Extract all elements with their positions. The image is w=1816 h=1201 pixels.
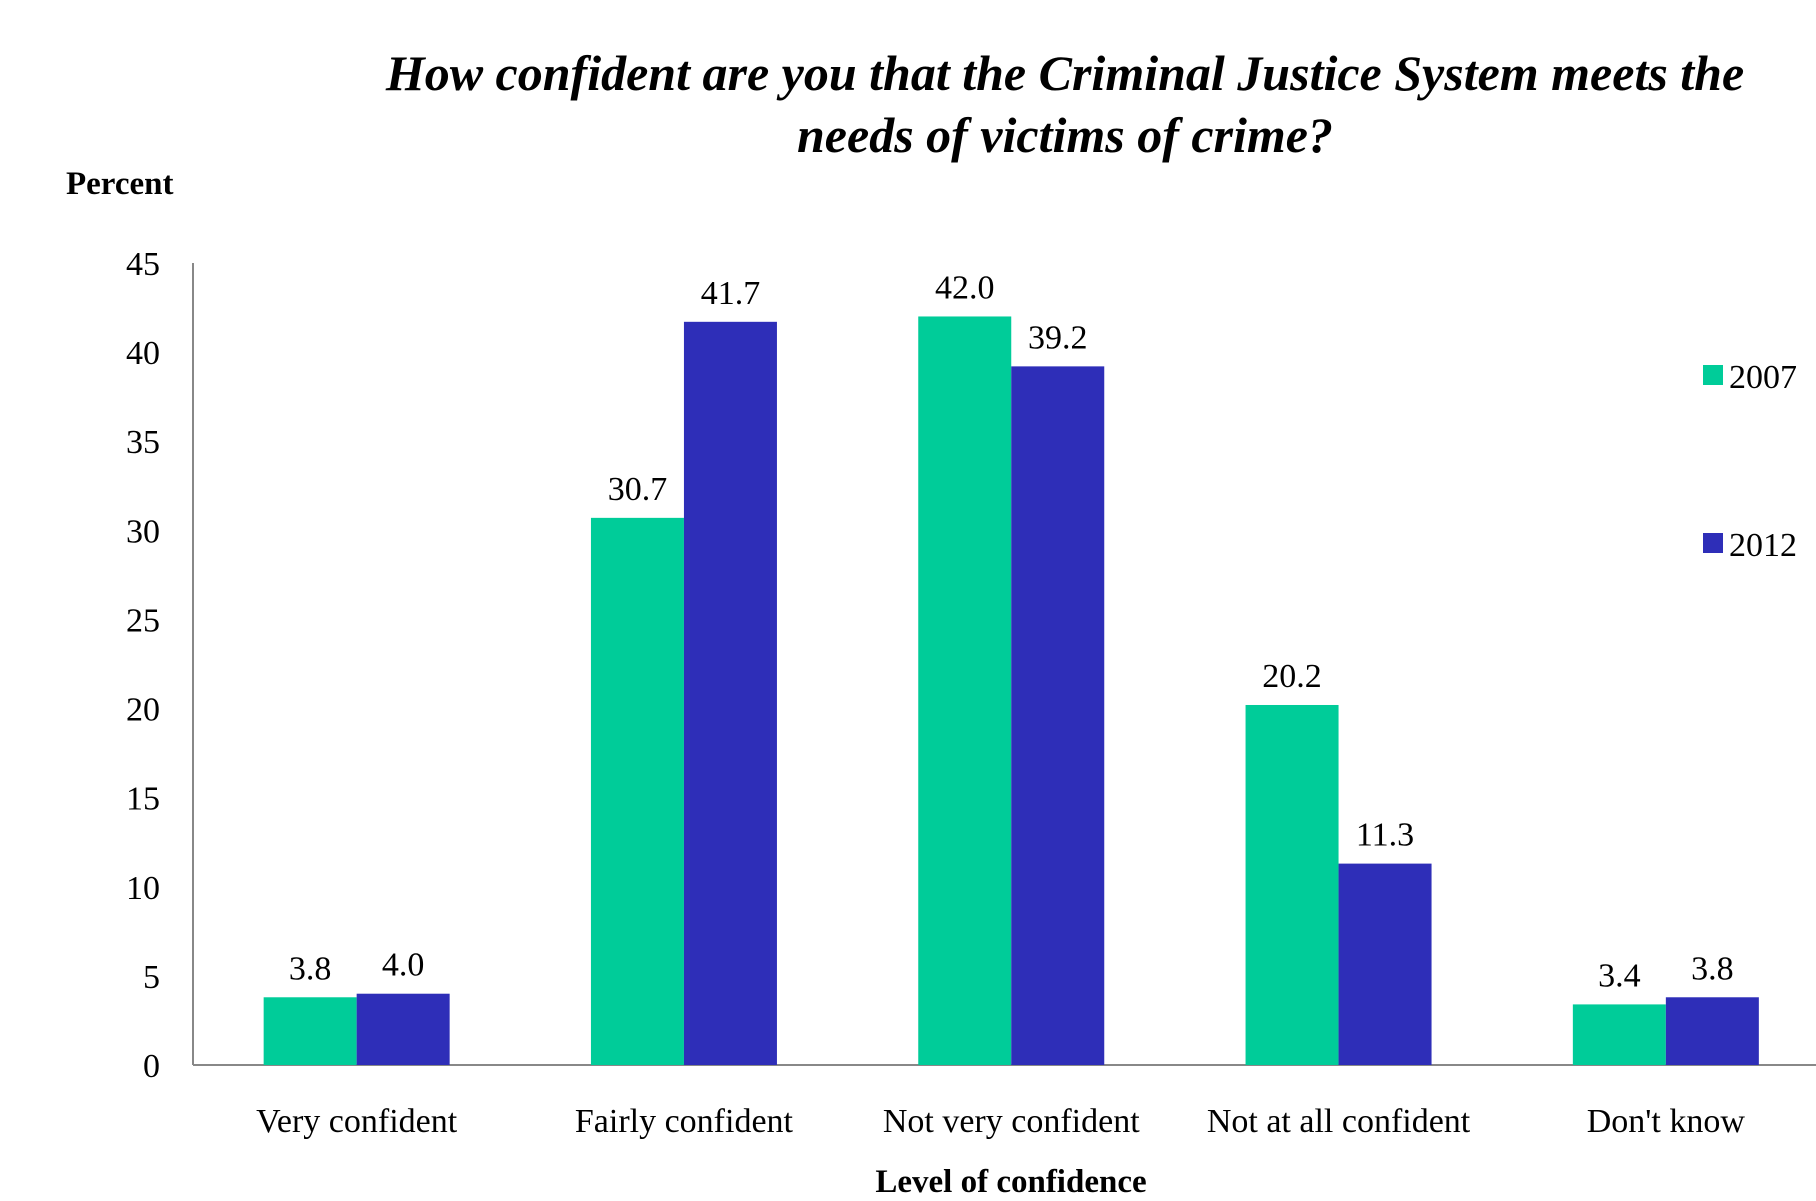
legend-swatch	[1703, 365, 1723, 385]
data-label: 42.0	[935, 269, 995, 306]
bar-2007-0	[263, 997, 357, 1065]
data-label: 3.4	[1598, 957, 1641, 994]
x-category-label: Very confident	[256, 1103, 458, 1140]
y-tick-label: 45	[126, 246, 160, 283]
x-category-label: Not at all confident	[1207, 1103, 1471, 1140]
data-label: 3.8	[1691, 950, 1734, 987]
bar-2007-4	[1572, 1004, 1666, 1065]
y-tick-label: 15	[126, 781, 160, 818]
bar-2012-3	[1338, 863, 1432, 1065]
plot-area: 0 5 10 15 20 25 30 35 40 45 Very confident Fairly c…	[126, 246, 1816, 1140]
data-label: 11.3	[1356, 817, 1414, 854]
bar-2007-1	[590, 517, 684, 1065]
y-tick-label: 10	[126, 870, 160, 907]
data-label: 4.0	[382, 947, 425, 984]
data-label: 3.8	[289, 950, 332, 987]
data-label: 30.7	[608, 471, 668, 508]
y-tick-label: 35	[126, 424, 160, 461]
chart-title-line-2: needs of victims of crime?	[797, 107, 1333, 163]
legend-swatch	[1703, 533, 1723, 553]
x-category-label: Not very confident	[883, 1103, 1140, 1140]
x-category-label: Don't know	[1587, 1103, 1746, 1140]
data-label: 39.2	[1028, 319, 1088, 356]
x-axis-title: Level of confidence	[875, 1164, 1146, 1196]
bar-2007-2	[918, 316, 1012, 1065]
y-tick-label: 0	[143, 1048, 160, 1085]
data-label: 41.7	[701, 275, 761, 312]
data-label: 20.2	[1262, 658, 1322, 695]
y-tick-label: 30	[126, 513, 160, 550]
bar-2007-3	[1245, 704, 1339, 1065]
y-tick-label: 25	[126, 602, 160, 639]
legend-label: 2007	[1729, 359, 1797, 396]
x-category-label: Fairly confident	[575, 1103, 794, 1140]
bar-2012-2	[1011, 366, 1105, 1065]
bar-2012-1	[683, 321, 777, 1065]
y-tick-label: 40	[126, 335, 160, 372]
chart-title-line-1: How confident are you that the Criminal …	[385, 45, 1744, 101]
y-tick-label: 5	[143, 959, 160, 996]
y-axis-title: Percent	[66, 166, 174, 202]
y-tick-label: 20	[126, 692, 160, 729]
bar-2012-4	[1665, 997, 1759, 1065]
legend-label: 2012	[1729, 527, 1797, 564]
bar-2012-0	[356, 993, 450, 1065]
